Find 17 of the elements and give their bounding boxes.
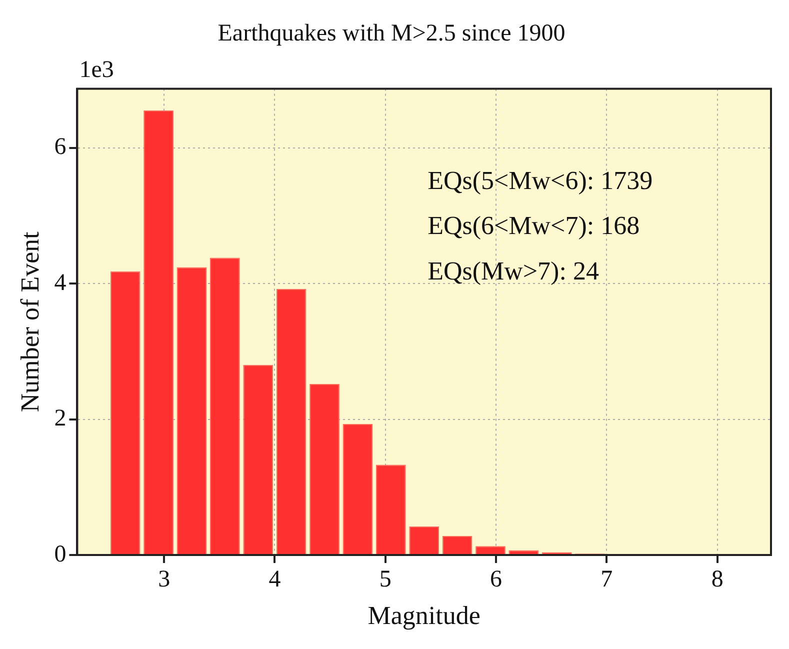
x-tick-label: 5: [379, 566, 392, 593]
x-tick-label: 7: [600, 566, 613, 593]
x-tick-label: 4: [268, 566, 281, 593]
x-axis-title: Magnitude: [368, 601, 480, 630]
annotation: EQs(5<Mw<6): 1739: [428, 166, 653, 195]
chart-title: Earthquakes with M>2.5 since 1900: [218, 20, 566, 47]
y-tick-label: 4: [54, 270, 66, 296]
y-tick-label: 0: [54, 541, 66, 568]
annotation: EQs(Mw>7): 24: [428, 256, 599, 286]
text: 1e3: [79, 57, 114, 84]
x-tick-label: 8: [711, 566, 724, 593]
y-tick-label: 6: [54, 134, 66, 160]
annotation: EQs(6<Mw<7): 168: [428, 211, 640, 240]
x-tick-label: 6: [490, 566, 502, 593]
y-axis-title: Number of Event: [15, 230, 44, 412]
y-tick-label: 2: [54, 406, 66, 432]
x-tick-label: 3: [158, 566, 170, 593]
